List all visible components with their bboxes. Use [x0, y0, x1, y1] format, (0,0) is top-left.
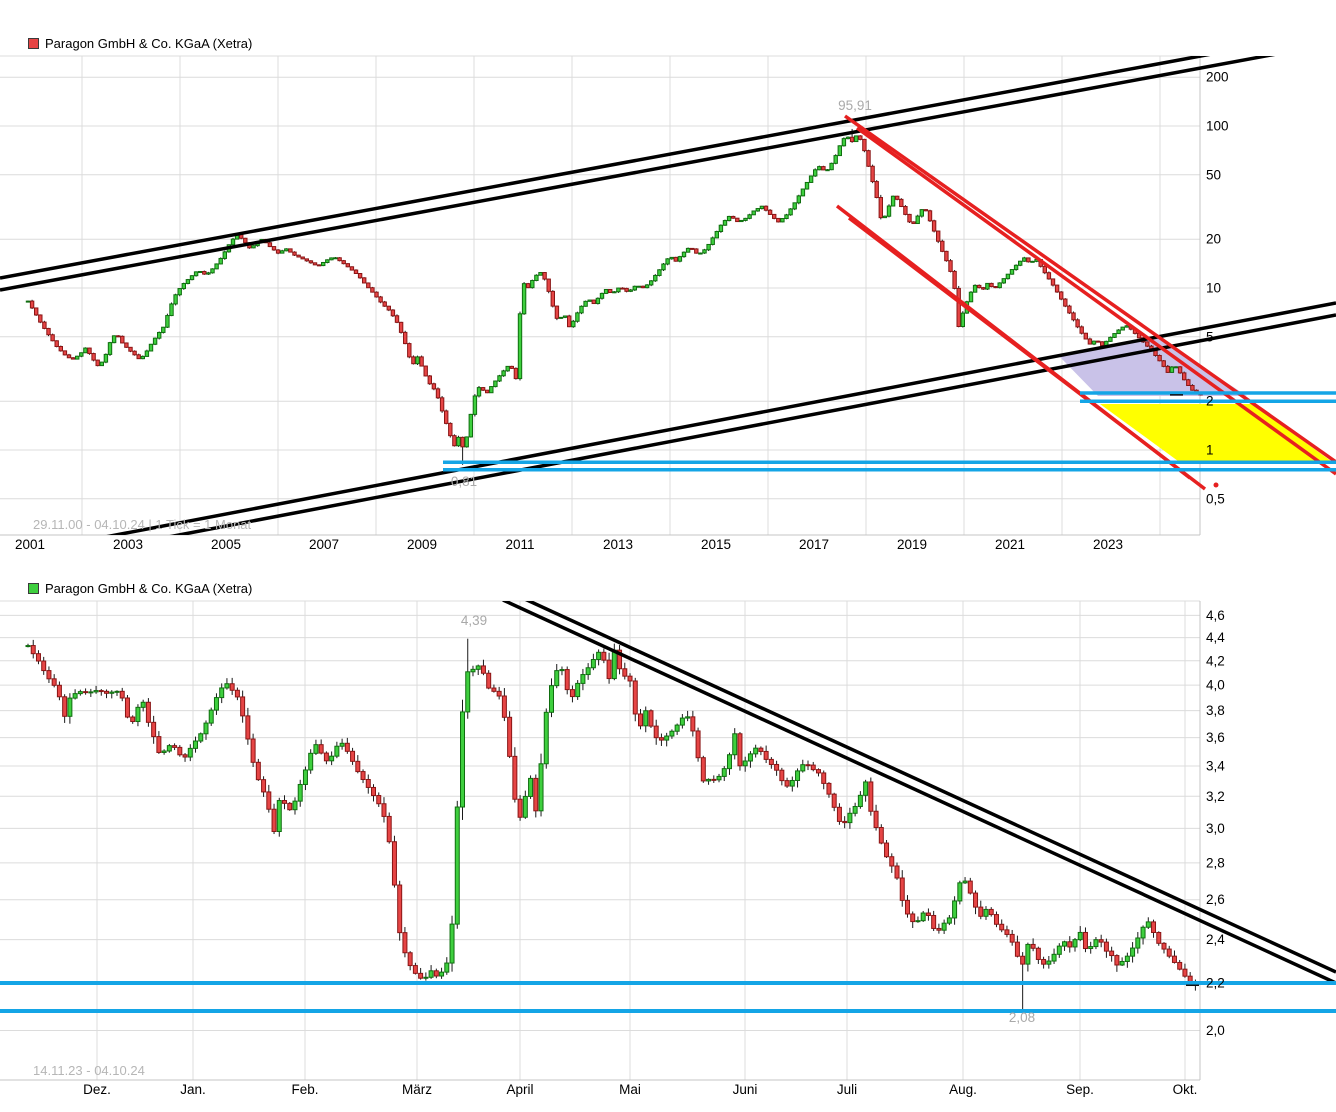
svg-text:Feb.: Feb. — [291, 1082, 318, 1097]
svg-text:2007: 2007 — [309, 537, 339, 552]
red-downtrend-a1 — [843, 114, 1336, 464]
svg-text:Jan.: Jan. — [180, 1082, 206, 1097]
svg-text:2011: 2011 — [505, 537, 534, 552]
daily-chart-annotation: 4,39 — [461, 613, 487, 628]
daily-chart-overlay-lines — [0, 601, 1336, 1013]
svg-text:2,4: 2,4 — [1206, 932, 1225, 947]
svg-text:20: 20 — [1206, 232, 1221, 247]
svg-text:2,0: 2,0 — [1206, 1023, 1225, 1038]
svg-text:2023: 2023 — [1093, 537, 1123, 552]
monthly-chart-labels: 200 100 50 20 10 5 2 1 0,5 2001 2003 2005 2007 2009 20… — [15, 70, 1229, 552]
daily-chart-candles — [25, 638, 1198, 1011]
monthly-chart-overlay-lines — [0, 56, 1336, 535]
legend-color-swatch-daily — [28, 583, 39, 594]
daily-chart[interactable]: 4,6 4,4 4,2 4,0 3,8 3,6 3,4 3,2 3,0 2,8 2,6 2,4 2,2 2… — [0, 589, 1336, 1097]
monthly-chart-annotation: 95,91 — [838, 98, 872, 113]
daily-chart-labels: 4,6 4,4 4,2 4,0 3,8 3,6 3,4 3,2 3,0 2,8 2,6 2,4 2,2 2… — [83, 608, 1225, 1097]
red-downtrend-a2 — [855, 126, 1336, 476]
monthly-chart-annotation: 0,81 — [451, 474, 477, 489]
svg-text:2005: 2005 — [211, 537, 241, 552]
svg-text:4,2: 4,2 — [1206, 653, 1225, 668]
svg-text:Dez.: Dez. — [83, 1082, 111, 1097]
svg-text:4,4: 4,4 — [1206, 630, 1225, 645]
daily-downtrend-line-1 — [524, 601, 1336, 974]
svg-text:200: 200 — [1206, 70, 1229, 85]
monthly-chart-candles — [25, 128, 1203, 465]
svg-text:3,0: 3,0 — [1206, 821, 1225, 836]
monthly-chart-zones — [1060, 337, 1331, 461]
yellow-zone — [1100, 404, 1331, 461]
svg-text:Mai: Mai — [619, 1082, 641, 1097]
legend-label-daily: Paragon GmbH & Co. KGaA (Xetra) — [45, 581, 253, 596]
svg-text:3,2: 3,2 — [1206, 789, 1225, 804]
svg-text:100: 100 — [1206, 119, 1229, 134]
svg-text:3,8: 3,8 — [1206, 703, 1225, 718]
svg-text:4,0: 4,0 — [1206, 678, 1225, 693]
svg-text:2009: 2009 — [407, 537, 437, 552]
svg-text:2: 2 — [1206, 394, 1214, 409]
svg-text:Aug.: Aug. — [949, 1082, 977, 1097]
svg-text:2001: 2001 — [15, 537, 45, 552]
svg-text:Okt.: Okt. — [1173, 1082, 1198, 1097]
legend-label-monthly: Paragon GmbH & Co. KGaA (Xetra) — [45, 36, 253, 51]
svg-text:5: 5 — [1206, 329, 1214, 344]
legend-daily: Paragon GmbH & Co. KGaA (Xetra) — [28, 581, 252, 596]
svg-text:Juli: Juli — [837, 1082, 857, 1097]
svg-text:3,4: 3,4 — [1206, 759, 1225, 774]
svg-text:1: 1 — [1206, 443, 1214, 458]
legend-monthly: Paragon GmbH & Co. KGaA (Xetra) — [28, 36, 252, 51]
purple-zone — [1060, 337, 1247, 396]
svg-text:2,6: 2,6 — [1206, 892, 1225, 907]
monthly-chart[interactable]: 200 100 50 20 10 5 2 1 0,5 2001 2003 2005 2007 2009 20… — [0, 31, 1336, 569]
svg-text:2013: 2013 — [603, 537, 633, 552]
svg-text:Sep.: Sep. — [1066, 1082, 1094, 1097]
legend-color-swatch-monthly — [28, 38, 39, 49]
date-range-daily: 14.11.23 - 04.10.24 — [33, 1063, 145, 1078]
svg-text:2003: 2003 — [113, 537, 143, 552]
svg-text:2019: 2019 — [897, 537, 927, 552]
svg-text:4,6: 4,6 — [1206, 608, 1225, 623]
svg-text:April: April — [506, 1082, 533, 1097]
lower-channel-line-1 — [106, 301, 1336, 535]
svg-text:2015: 2015 — [701, 537, 731, 552]
upper-channel-line-2 — [0, 56, 1276, 292]
upper-channel-line-1 — [0, 56, 1211, 280]
svg-text:10: 10 — [1206, 281, 1221, 296]
svg-text:Juni: Juni — [733, 1082, 758, 1097]
svg-text:0,5: 0,5 — [1206, 491, 1225, 506]
daily-chart-annotation: 2,08 — [1009, 1010, 1035, 1025]
red-downtrend-b2 — [847, 216, 1207, 491]
daily-chart-grid — [0, 600, 1201, 1081]
svg-text:50: 50 — [1206, 167, 1221, 182]
svg-text:2,8: 2,8 — [1206, 855, 1225, 870]
svg-text:2,2: 2,2 — [1206, 976, 1225, 991]
svg-text:2021: 2021 — [995, 537, 1025, 552]
svg-text:März: März — [402, 1082, 432, 1097]
lower-channel-line-2 — [169, 313, 1336, 535]
date-range-monthly: 29.11.00 - 04.10.24 | 1 Tick = 1 Monat — [33, 517, 252, 532]
svg-text:3,6: 3,6 — [1206, 730, 1225, 745]
daily-downtrend-line-2 — [502, 601, 1336, 985]
svg-text:2017: 2017 — [799, 537, 829, 552]
